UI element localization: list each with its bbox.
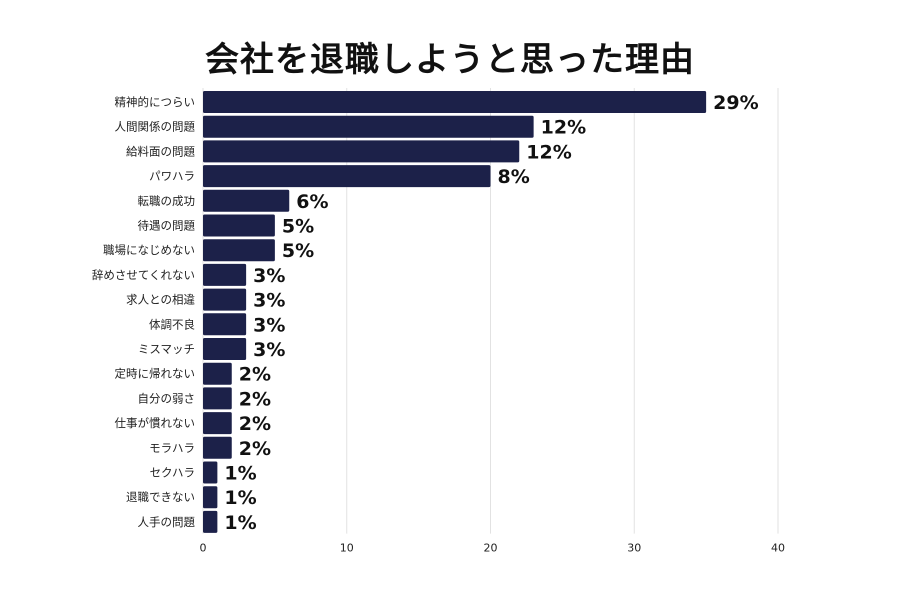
bar bbox=[203, 288, 247, 311]
bar bbox=[203, 436, 232, 459]
bar bbox=[203, 362, 232, 385]
category-label: モラハラ bbox=[149, 441, 195, 455]
bar bbox=[203, 189, 290, 212]
data-label: 2% bbox=[239, 364, 271, 386]
bar bbox=[203, 412, 232, 435]
category-label: セクハラ bbox=[150, 466, 195, 480]
data-label: 2% bbox=[239, 388, 271, 410]
data-label: 3% bbox=[253, 339, 285, 361]
x-tick-label: 40 bbox=[771, 542, 785, 555]
data-label: 2% bbox=[239, 413, 271, 435]
data-label: 1% bbox=[224, 463, 256, 485]
x-tick-label: 10 bbox=[340, 542, 354, 555]
bar bbox=[203, 510, 218, 533]
x-tick-label: 0 bbox=[200, 542, 207, 555]
category-label: ミスマッチ bbox=[138, 342, 195, 356]
category-label: 定時に帰れない bbox=[115, 367, 196, 381]
category-label: 体調不良 bbox=[149, 317, 195, 331]
data-label: 6% bbox=[296, 191, 328, 213]
category-label: 人手の問題 bbox=[138, 515, 196, 529]
bar bbox=[203, 214, 275, 237]
category-label: パワハラ bbox=[149, 169, 195, 183]
category-label: 精神的につらい bbox=[115, 95, 196, 109]
data-label: 8% bbox=[498, 166, 530, 188]
category-label: 自分の弱さ bbox=[138, 391, 196, 405]
data-label: 1% bbox=[224, 512, 256, 534]
category-label: 給料面の問題 bbox=[126, 144, 195, 158]
data-label: 2% bbox=[239, 438, 271, 460]
bar bbox=[203, 461, 218, 484]
bar bbox=[203, 239, 275, 262]
data-label: 12% bbox=[526, 141, 571, 163]
category-label: 退職できない bbox=[126, 490, 195, 504]
data-label: 5% bbox=[282, 240, 314, 262]
x-tick-label: 20 bbox=[484, 542, 498, 555]
category-label: 求人との相違 bbox=[126, 293, 195, 307]
bar bbox=[203, 486, 218, 509]
bar bbox=[203, 91, 707, 113]
bar bbox=[203, 140, 520, 163]
x-tick-label: 30 bbox=[627, 542, 641, 555]
category-label: 転職の成功 bbox=[138, 194, 196, 208]
category-label: 辞めさせてくれない bbox=[92, 268, 195, 282]
bar bbox=[203, 115, 534, 138]
category-label: 仕事が慣れない bbox=[115, 416, 196, 430]
bar bbox=[203, 387, 232, 410]
bar bbox=[203, 338, 247, 360]
category-label: 職場になじめない bbox=[103, 243, 195, 257]
category-label: 人間関係の問題 bbox=[115, 120, 196, 134]
data-label: 1% bbox=[224, 487, 256, 509]
bar bbox=[203, 165, 491, 188]
data-label: 12% bbox=[541, 117, 586, 139]
data-label: 3% bbox=[253, 314, 285, 336]
category-label: 待遇の問題 bbox=[138, 219, 196, 233]
data-label: 3% bbox=[253, 290, 285, 312]
chart-title: 会社を退職しようと思った理由 bbox=[205, 40, 695, 80]
bar bbox=[203, 263, 247, 286]
bar bbox=[203, 313, 247, 336]
data-label: 5% bbox=[282, 216, 314, 238]
data-label: 3% bbox=[253, 265, 285, 287]
data-label: 29% bbox=[713, 92, 758, 114]
